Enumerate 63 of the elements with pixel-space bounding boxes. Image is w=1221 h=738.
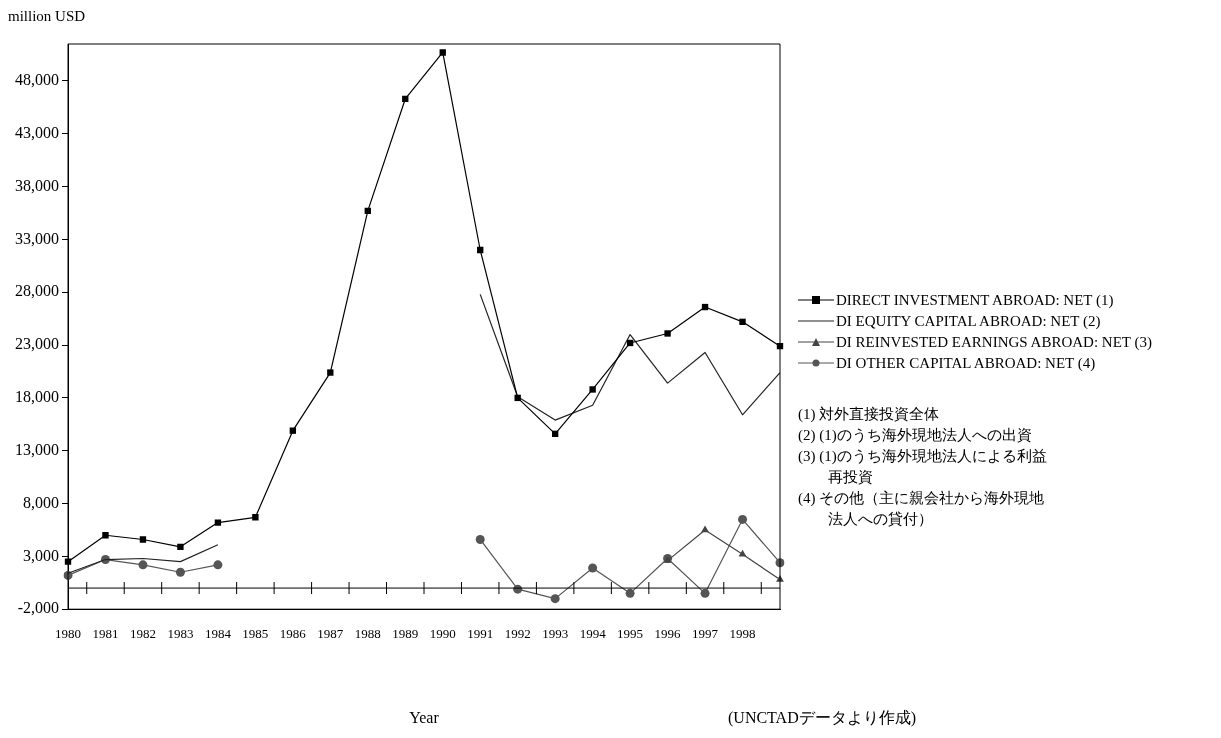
point [625, 588, 635, 598]
x-axis-title: Year [409, 708, 440, 726]
point [138, 560, 148, 570]
point [589, 386, 596, 393]
point [738, 549, 747, 557]
x-tick-label: 1992 [504, 626, 531, 642]
legend-label: DI OTHER CAPITAL ABROAD: NET (4) [836, 354, 1096, 373]
y-tick-label: 3,000 [23, 546, 59, 564]
point [252, 514, 259, 521]
y-tick-label: 38,000 [15, 176, 59, 194]
point [700, 588, 710, 598]
x-tick-label: 1987 [317, 626, 344, 642]
y-tick-label: 48,000 [15, 71, 59, 89]
x-tick-label: 1988 [354, 626, 381, 642]
x-tick-label: 1998 [729, 626, 756, 642]
point [739, 318, 746, 326]
text: (UNCTADデータより作成) [728, 708, 917, 729]
y-tick-label: 33,000 [15, 229, 59, 247]
x-tick-label: 1993 [542, 626, 569, 642]
legend-label: DIRECT INVESTMENT ABROAD: NET (1) [836, 291, 1114, 310]
point [102, 532, 109, 539]
text: (3) (1)のうち海外現地法人による利益再投資 [798, 447, 1048, 487]
point [550, 594, 560, 604]
text: (2) (1)のうち海外現地法人への出資 [798, 426, 1033, 445]
point [475, 534, 485, 544]
point [327, 369, 334, 376]
legend-label: DI REINVESTED EARNINGS ABROAD: NET (3) [836, 333, 1152, 352]
y-tick-label: 43,000 [15, 124, 59, 141]
x-tick-label: 1985 [242, 626, 269, 642]
text: (1) 対外直接投資全体 [798, 405, 941, 424]
point [439, 49, 446, 56]
point [664, 330, 671, 337]
point [175, 567, 185, 577]
point [588, 563, 598, 573]
y-tick-label: 23,000 [15, 335, 59, 353]
x-tick-label: 1989 [392, 626, 419, 642]
point [139, 536, 147, 543]
x-tick-label: 1990 [429, 626, 456, 642]
x-tick-label: 1983 [167, 626, 194, 642]
x-tick-label: 1986 [279, 626, 307, 642]
y-tick-label: 8,000 [23, 493, 59, 511]
x-tick-label: 1984 [204, 626, 232, 642]
point [177, 543, 184, 551]
y-tick-label: -2,000 [17, 599, 59, 617]
x-tick-label: 1997 [692, 626, 719, 642]
y-axis-title: million USD [8, 8, 86, 25]
x-tick-label: 1991 [467, 626, 494, 642]
text: (4) その他（主に親会社から海外現地法人への貸付） [798, 489, 1046, 529]
point [701, 525, 709, 533]
x-tick-label: 1982 [129, 626, 156, 642]
point [289, 427, 297, 434]
point [738, 514, 748, 524]
y-tick-label: 28,000 [15, 282, 59, 300]
x-tick-label: 1995 [617, 626, 644, 642]
y-tick-label: 18,000 [15, 388, 59, 406]
x-tick-label: 1981 [92, 626, 119, 642]
point [213, 560, 223, 570]
y-tick-label: 13,000 [15, 440, 59, 458]
x-tick-label: 1996 [654, 626, 682, 642]
legend-label: DI EQUITY CAPITAL ABROAD: NET (2) [836, 312, 1101, 331]
x-tick-label: 1980 [55, 626, 81, 642]
point [214, 519, 222, 526]
x-tick-label: 1994 [579, 626, 607, 642]
